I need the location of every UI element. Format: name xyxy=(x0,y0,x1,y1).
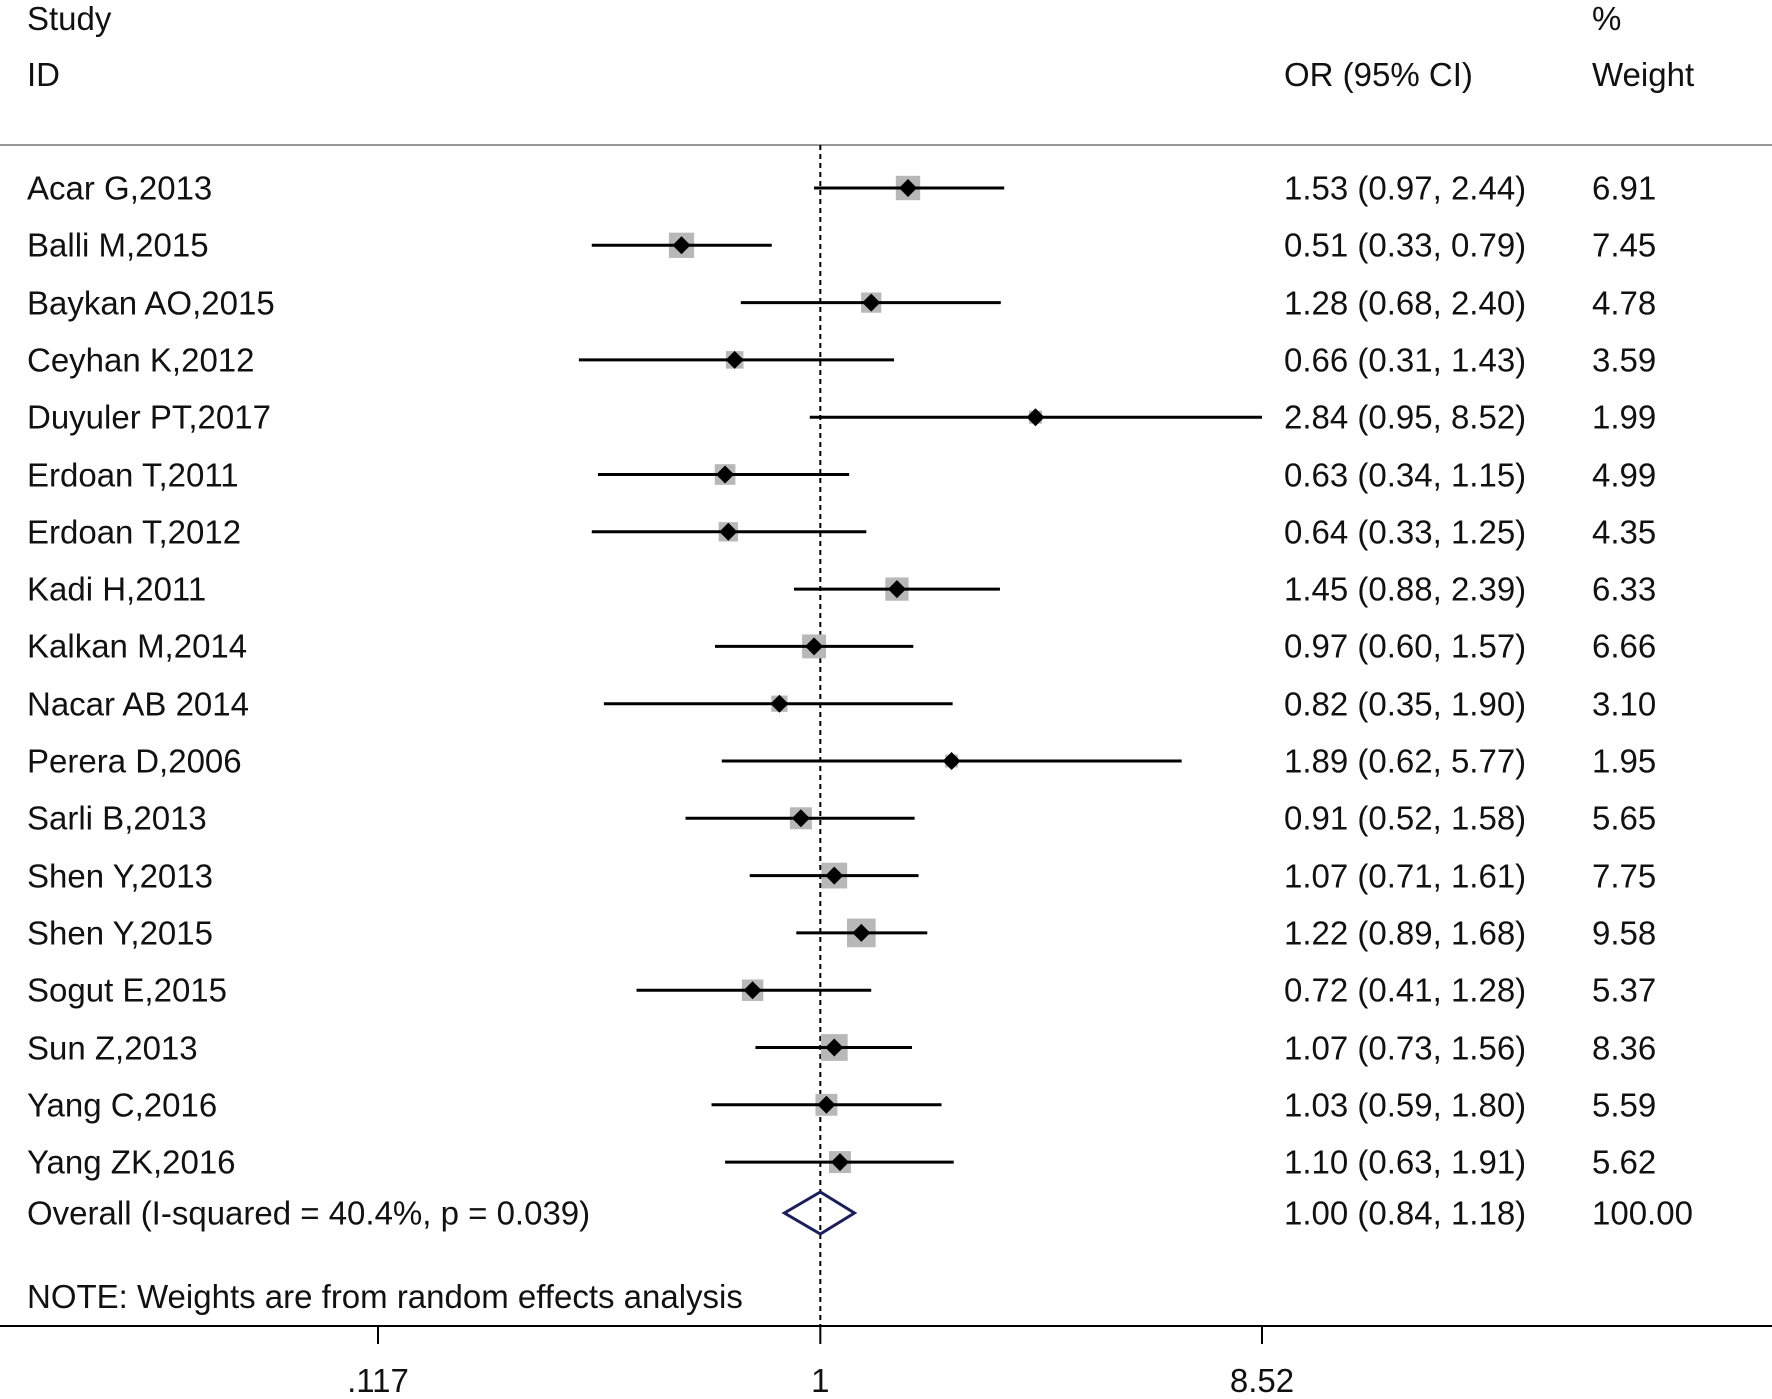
study-point-estimate xyxy=(887,580,906,599)
study-name: Perera D,2006 xyxy=(27,742,242,780)
study-name: Sogut E,2015 xyxy=(27,971,227,1009)
study-weight: 7.75 xyxy=(1592,857,1657,895)
study-name: Sarli B,2013 xyxy=(27,799,207,837)
study-point-estimate xyxy=(719,522,738,541)
study-name: Erdoan T,2012 xyxy=(27,513,242,551)
study-name: Balli M,2015 xyxy=(27,226,209,264)
overall-label: Overall (I-squared = 40.4%, p = 0.039) xyxy=(27,1194,591,1232)
study-or-ci: 1.03 (0.59, 1.80) xyxy=(1284,1086,1527,1124)
study-point-estimate xyxy=(825,866,844,885)
study-point-estimate xyxy=(770,694,789,713)
x-tick-label: 1 xyxy=(811,1362,830,1399)
study-point-estimate xyxy=(830,1153,849,1172)
study-point-estimate xyxy=(743,981,762,1000)
study-weight: 6.66 xyxy=(1592,627,1657,665)
study-or-ci: 0.91 (0.52, 1.58) xyxy=(1284,799,1527,837)
study-name: Acar G,2013 xyxy=(27,169,213,207)
study-or-ci: 2.84 (0.95, 8.52) xyxy=(1284,398,1527,436)
study-or-ci: 1.53 (0.97, 2.44) xyxy=(1284,169,1527,207)
study-name: Shen Y,2015 xyxy=(27,914,213,952)
study-name: Kadi H,2011 xyxy=(27,570,207,608)
study-or-ci: 1.45 (0.88, 2.39) xyxy=(1284,570,1527,608)
study-point-estimate xyxy=(716,465,735,484)
study-name: Duyuler PT,2017 xyxy=(27,398,271,436)
weights-note: NOTE: Weights are from random effects an… xyxy=(27,1278,743,1315)
study-name: Yang C,2016 xyxy=(27,1086,218,1124)
overall-diamond xyxy=(781,1190,858,1236)
study-or-ci: 0.51 (0.33, 0.79) xyxy=(1284,226,1527,264)
study-point-estimate xyxy=(898,179,917,197)
header-id: ID xyxy=(27,56,60,93)
study-point-estimate xyxy=(942,752,961,770)
study-weight: 5.59 xyxy=(1592,1086,1657,1124)
study-or-ci: 1.10 (0.63, 1.91) xyxy=(1284,1143,1527,1181)
study-name: Nacar AB 2014 xyxy=(27,685,249,723)
study-point-estimate xyxy=(1026,408,1045,427)
overall-or-ci: 1.00 (0.84, 1.18) xyxy=(1284,1194,1527,1232)
x-tick-label: 8.52 xyxy=(1229,1362,1295,1399)
study-name: Ceyhan K,2012 xyxy=(27,341,255,379)
study-point-estimate xyxy=(672,236,691,255)
study-or-ci: 0.82 (0.35, 1.90) xyxy=(1284,685,1527,723)
study-name: Sun Z,2013 xyxy=(27,1029,198,1066)
study-or-ci: 1.07 (0.71, 1.61) xyxy=(1284,857,1527,895)
study-or-ci: 0.97 (0.60, 1.57) xyxy=(1284,627,1527,665)
study-point-estimate xyxy=(862,293,881,312)
study-weight: 3.10 xyxy=(1592,685,1657,723)
study-weight: 8.36 xyxy=(1592,1029,1657,1066)
study-or-ci: 1.89 (0.62, 5.77) xyxy=(1284,742,1527,780)
study-point-estimate xyxy=(817,1095,836,1114)
study-weight: 5.62 xyxy=(1592,1143,1657,1181)
study-or-ci: 0.66 (0.31, 1.43) xyxy=(1284,341,1527,379)
study-weight: 1.99 xyxy=(1592,398,1657,436)
study-weight: 1.95 xyxy=(1592,742,1657,780)
header-study: Study xyxy=(27,0,112,37)
study-weight: 9.58 xyxy=(1592,914,1657,952)
study-weight: 6.91 xyxy=(1592,169,1657,207)
study-or-ci: 1.28 (0.68, 2.40) xyxy=(1284,284,1527,322)
study-point-estimate xyxy=(805,637,824,656)
study-point-estimate xyxy=(725,350,744,369)
study-weight: 4.78 xyxy=(1592,284,1657,322)
study-name: Kalkan M,2014 xyxy=(27,627,248,665)
study-point-estimate xyxy=(825,1038,844,1057)
study-weight: 4.99 xyxy=(1592,456,1657,493)
study-or-ci: 0.72 (0.41, 1.28) xyxy=(1284,971,1527,1009)
study-name: Shen Y,2013 xyxy=(27,857,213,895)
study-or-ci: 0.64 (0.33, 1.25) xyxy=(1284,513,1527,551)
study-name: Baykan AO,2015 xyxy=(27,284,275,322)
x-tick-label: .117 xyxy=(347,1362,409,1399)
study-point-estimate xyxy=(791,809,810,828)
header-weight: Weight xyxy=(1592,56,1695,93)
study-or-ci: 0.63 (0.34, 1.15) xyxy=(1284,456,1527,493)
header-percent: % xyxy=(1592,0,1622,37)
study-name: Erdoan T,2011 xyxy=(27,456,239,493)
study-or-ci: 1.07 (0.73, 1.56) xyxy=(1284,1029,1527,1066)
study-weight: 3.59 xyxy=(1592,341,1657,379)
study-weight: 4.35 xyxy=(1592,513,1657,551)
overall-weight: 100.00 xyxy=(1592,1194,1693,1232)
study-weight: 7.45 xyxy=(1592,226,1657,264)
study-name: Yang ZK,2016 xyxy=(27,1143,236,1181)
study-weight: 5.37 xyxy=(1592,971,1657,1009)
study-weight: 5.65 xyxy=(1592,799,1657,837)
study-point-estimate xyxy=(852,923,871,942)
header-or-ci: OR (95% CI) xyxy=(1284,56,1473,93)
study-or-ci: 1.22 (0.89, 1.68) xyxy=(1284,914,1527,952)
study-weight: 6.33 xyxy=(1592,570,1657,608)
